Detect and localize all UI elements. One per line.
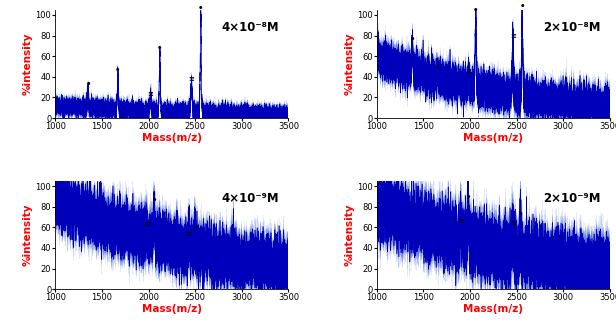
X-axis label: Mass(m/z): Mass(m/z) [463,304,524,314]
Text: •: • [517,210,523,219]
Y-axis label: %intensity: %intensity [344,33,354,95]
Text: 2×10⁻⁹M: 2×10⁻⁹M [543,192,601,205]
Text: •: • [152,196,157,205]
Text: ≡: ≡ [465,67,471,73]
Text: ≡: ≡ [148,90,153,96]
X-axis label: Mass(m/z): Mass(m/z) [142,304,202,314]
X-axis label: Mass(m/z): Mass(m/z) [142,133,202,143]
Y-axis label: %intensity: %intensity [23,33,33,95]
Text: ≡: ≡ [510,219,516,225]
Text: ≡: ≡ [186,230,192,236]
Text: •: • [85,80,91,89]
Text: •: • [192,224,198,233]
Y-axis label: %intensity: %intensity [344,204,354,266]
Text: •: • [157,44,163,53]
Text: •: • [473,6,479,15]
Text: 4×10⁻⁹M: 4×10⁻⁹M [221,192,279,205]
Text: •: • [115,66,121,75]
Text: •: • [466,193,471,202]
Text: ≡: ≡ [458,217,464,223]
Text: •: • [198,4,203,13]
X-axis label: Mass(m/z): Mass(m/z) [463,133,524,143]
Text: ≡: ≡ [510,32,516,38]
Text: •: • [519,2,525,11]
Text: 2×10⁻⁸M: 2×10⁻⁸M [543,20,601,33]
Y-axis label: %intensity: %intensity [23,204,33,266]
Text: •: • [410,35,415,44]
Text: ≡: ≡ [144,220,150,226]
Text: 4×10⁻⁸M: 4×10⁻⁸M [221,20,279,33]
Text: ≡: ≡ [188,75,195,82]
Text: •: • [435,64,440,73]
